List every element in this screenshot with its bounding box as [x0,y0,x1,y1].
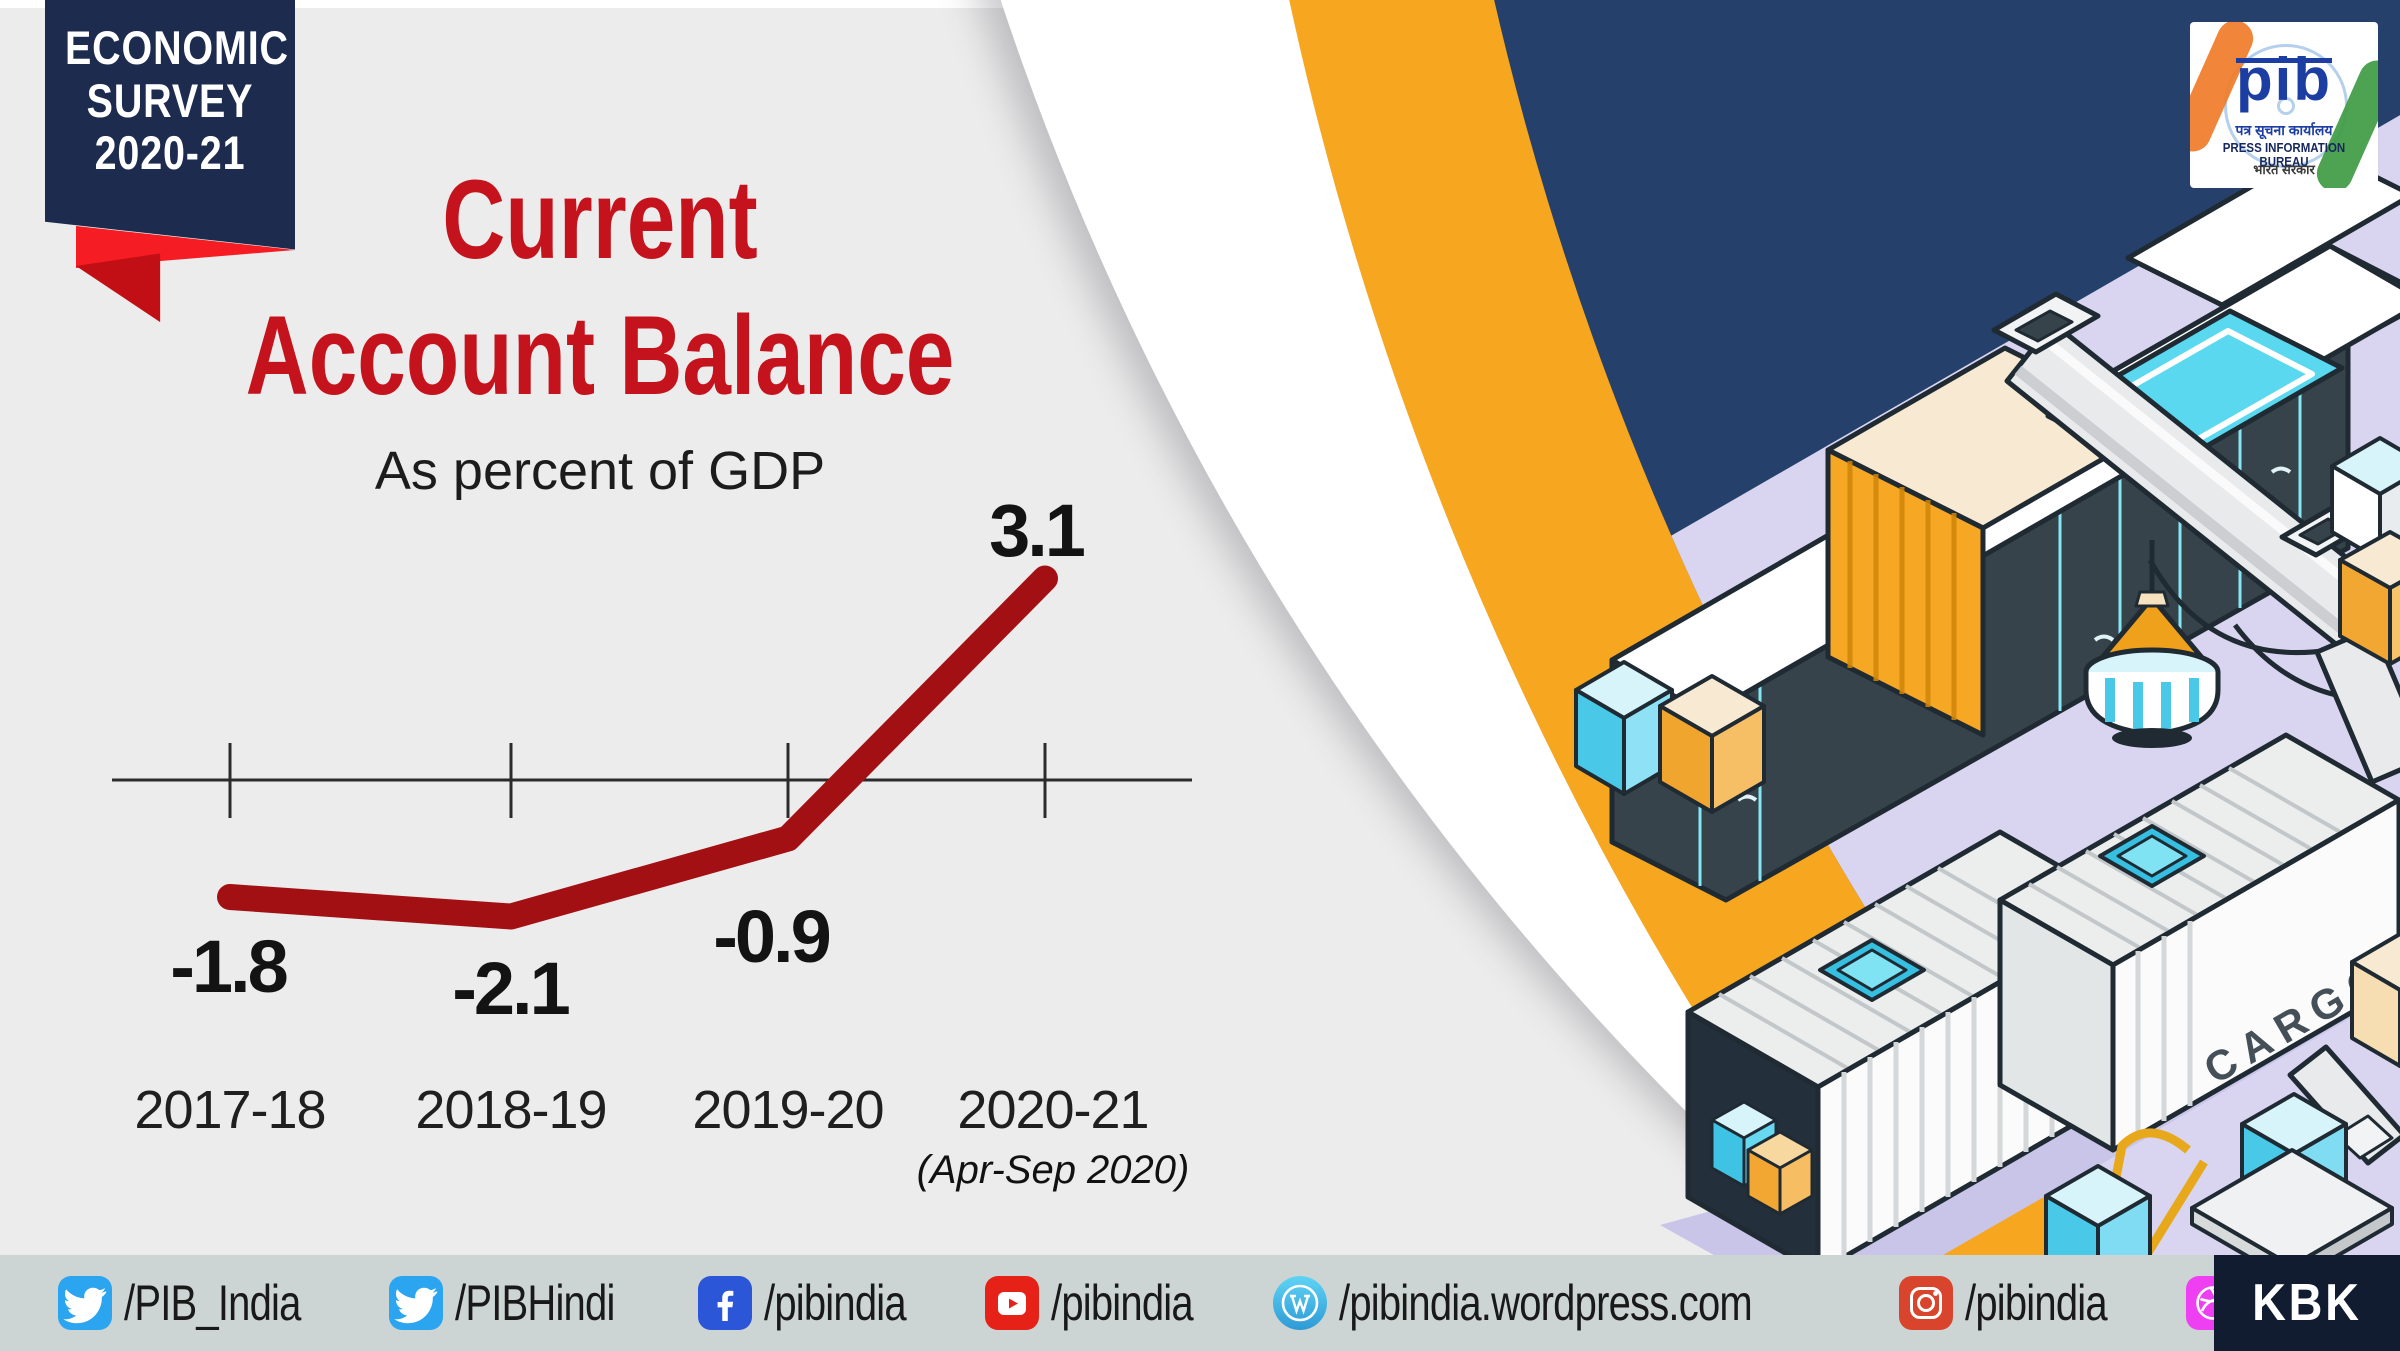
social-link-instagram[interactable]: /pibindia [1898,1274,2142,1332]
edge-boxes [2330,436,2400,1068]
category-label: 2019-20 [692,1080,883,1140]
page-subtitle: As percent of GDP [374,441,826,501]
pib-govt-line: भारत सरकार [2253,162,2315,177]
crane-hook-dome [2083,540,2221,748]
youtube-icon [985,1276,1040,1330]
value-label: -1.8 [170,925,286,1008]
social-handle: /pibindia [764,1275,907,1331]
twitter-icon [58,1276,112,1330]
badge-line-1: ECONOMIC [65,21,289,74]
instagram-icon [1898,1276,1953,1330]
pallet [2190,1092,2394,1284]
category-label: 2018-19 [415,1080,606,1140]
category-label: 2017-18 [134,1080,325,1140]
social-footer-bar: /PIB_India /PIBHindi /pibindia /pibindia [0,1255,2400,1351]
social-link-facebook[interactable]: /pibindia [698,1274,941,1332]
social-link-twitter-pib-india[interactable]: /PIB_India [58,1274,345,1332]
badge-line-3: 2020-21 [94,126,246,180]
social-handle: /PIB_India [124,1275,301,1331]
pib-headline-bar [2236,58,2332,63]
social-link-wordpress[interactable]: /pibindia.wordpress.com [1272,1274,1855,1332]
badge-line-2: SURVEY [86,73,254,127]
pib-wordmark: pib [2236,46,2332,113]
facebook-icon [698,1276,753,1330]
title-line-2: Account Balance [245,292,955,418]
social-handle: /pibindia [1964,1275,2108,1331]
social-handle: /PIBHindi [454,1275,615,1331]
title-line-1: Current [442,157,758,282]
social-handle: /pibindia.wordpress.com [1338,1275,1753,1331]
credit-text: KBK [2252,1274,2362,1332]
economic-survey-badge: ECONOMIC SURVEY 2020-21 [45,0,295,250]
credit-block: KBK [2214,1255,2400,1351]
pib-hindi-line: पत्र सूचना कार्यालय [2235,122,2333,138]
chart-note: (Apr-Sep 2020) [917,1148,1190,1192]
social-link-youtube[interactable]: /pibindia [985,1274,1228,1332]
current-account-line-chart: -1.8 -2.1 -0.9 3.1 2017-18 2018-19 2019-… [112,489,1192,1192]
data-line [217,565,1058,930]
pib-logo: pib पत्र सूचना कार्यालय PRESS INFORMATIO… [2190,22,2378,188]
pib-bureau-name: PRESS INFORMATION BUREAU [2222,141,2346,169]
value-label: -2.1 [452,947,569,1030]
category-label: 2020-21 [957,1080,1148,1140]
twitter-icon [388,1276,443,1330]
crane-boom [1991,291,2400,1166]
wordpress-icon [1272,1276,1327,1330]
social-handle: /pibindia [1051,1275,1194,1331]
small-boxes [1574,660,1766,814]
page-title: Current Account Balance [132,152,1068,423]
social-link-twitter-pib-hindi[interactable]: /PIBHindi [388,1274,654,1332]
value-label: -0.9 [713,895,829,978]
value-label: 3.1 [989,489,1085,572]
